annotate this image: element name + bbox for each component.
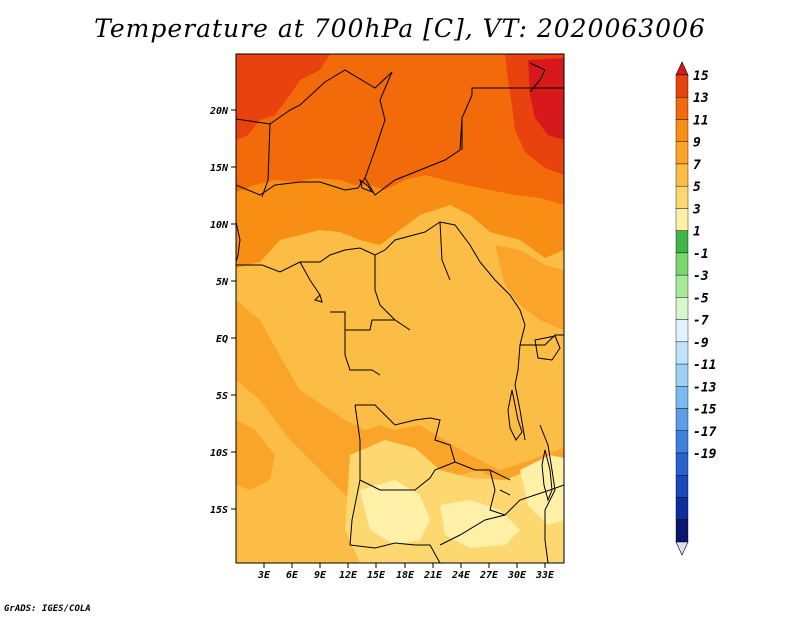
colorbar-label: -13 [693, 380, 717, 395]
colorbar-swatch [675, 252, 689, 276]
lat-label-20n: 20N [209, 106, 229, 117]
lake-victoria [534, 335, 561, 361]
lat-label-5s: 5S [216, 391, 228, 402]
latitude-axis: 20N 15N 10N 5N EQ 5S 10S 15S [209, 106, 236, 516]
colorbar-swatch [675, 475, 689, 498]
colorbar-swatch [675, 408, 689, 432]
colorbar-swatch [675, 163, 689, 187]
colorbar-label: -5 [693, 291, 709, 306]
lat-label-15s: 15S [210, 505, 228, 516]
colorbar-label: -19 [693, 447, 717, 462]
contour-11-13 [236, 54, 564, 205]
colorbar-swatch [675, 386, 689, 409]
colorbar-swatch [675, 497, 689, 520]
colorbar-top-arrow [675, 61, 689, 76]
colorbar-label: 11 [693, 113, 709, 128]
colorbar-swatch [675, 141, 689, 165]
colorbar-label: -15 [693, 403, 717, 418]
lon-label-24e: 24E [451, 570, 471, 581]
colorbar-label: 5 [693, 180, 701, 195]
colorbar-swatch [675, 452, 689, 476]
colorbar-label: 3 [692, 202, 701, 217]
colorbar-label: 9 [693, 136, 701, 151]
map-title: Temperature at 700hPa [C], VT: 202006300… [94, 14, 706, 43]
colorbar-label: -11 [693, 358, 716, 373]
lat-label-15n: 15N [210, 163, 229, 174]
colorbar-swatch [675, 230, 689, 254]
colorbar-swatch [675, 185, 689, 209]
lat-label-10n: 10N [210, 220, 229, 231]
colorbar-swatch [675, 363, 689, 387]
contour-13-15 [236, 54, 330, 140]
longitude-axis: 3E 6E 9E 12E 15E 18E 21E 24E 27E 30E 33E [257, 563, 555, 581]
lat-label-10s: 10S [210, 448, 228, 459]
colorbar-label: -7 [693, 314, 709, 329]
lon-label-12e: 12E [339, 570, 358, 581]
lake-malawi [541, 449, 553, 502]
colorbar-swatch [675, 74, 689, 98]
lon-label-27e: 27E [479, 570, 499, 581]
lon-label-3e: 3E [257, 570, 271, 581]
colorbar: 15 13 11 9 7 5 3 1 -1 -3 -5 -7 -9 -11 -13 -15 -17 -19 [675, 61, 717, 556]
colorbar-swatch [675, 274, 689, 298]
lon-label-15e: 15E [367, 570, 386, 581]
lon-label-21e: 21E [423, 570, 443, 581]
colorbar-label: 1 [693, 225, 701, 240]
lon-label-30e: 30E [507, 570, 527, 581]
colorbar-swatch [675, 119, 689, 142]
lat-label-5n: 5N [216, 277, 229, 288]
lon-label-33e: 33E [535, 570, 555, 581]
colorbar-label: 13 [693, 91, 709, 106]
colorbar-swatch [675, 519, 689, 543]
plot-frame [235, 53, 565, 564]
colorbar-swatch [675, 341, 689, 365]
lon-label-6e: 6E [286, 570, 299, 581]
colorbar-label: -9 [693, 336, 709, 351]
lon-label-9e: 9E [314, 570, 327, 581]
colorbar-label: -17 [693, 425, 717, 440]
country-borders [236, 62, 564, 563]
colorbar-swatch [675, 430, 689, 454]
lake-tanganyika [507, 389, 523, 441]
colorbar-label: 15 [693, 69, 709, 84]
lat-label-eq: EQ [216, 334, 228, 345]
temperature-field [236, 54, 564, 563]
colorbar-swatch [675, 319, 689, 343]
colorbar-swatch [675, 208, 689, 231]
lon-label-18e: 18E [396, 570, 415, 581]
colorbar-swatch [675, 97, 689, 120]
colorbar-swatch [675, 297, 689, 320]
colorbar-label: -1 [693, 247, 709, 262]
colorbar-label: -3 [693, 269, 709, 284]
grads-credit: GrADS: IGES/COLA [4, 604, 91, 614]
colorbar-bottom-arrow [675, 541, 689, 556]
colorbar-label: 7 [693, 158, 701, 173]
